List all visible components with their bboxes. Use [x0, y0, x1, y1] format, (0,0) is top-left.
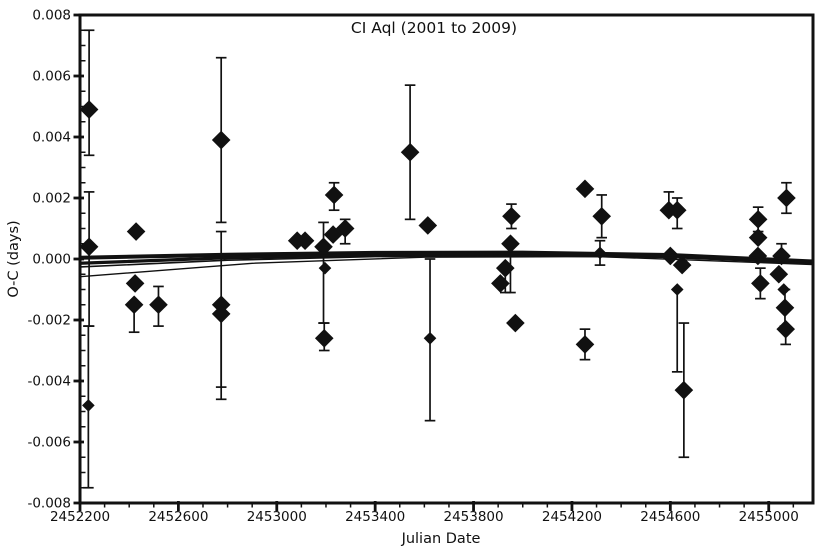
data-point-diamond — [400, 142, 420, 162]
data-point-diamond — [126, 222, 146, 241]
data-point-diamond — [748, 228, 768, 247]
data-point-diamond — [324, 185, 344, 205]
data-point-diamond — [575, 335, 595, 354]
data-point-diamond — [125, 274, 145, 293]
fit-curves-group — [79, 250, 814, 278]
y-tick-label: -0.008 — [27, 496, 71, 512]
y-axis-label: O-C (days) — [6, 220, 22, 297]
x-tick-label: 2454600 — [640, 509, 700, 525]
y-tick-label: 0.000 — [32, 252, 71, 268]
x-tick-label: 2453000 — [247, 509, 307, 525]
data-point-diamond — [748, 246, 768, 266]
fit-curve-thin-2 — [79, 255, 814, 278]
data-point-diamond — [124, 295, 144, 315]
data-point-diamond — [777, 188, 796, 208]
data-point-diamond — [418, 216, 438, 235]
chart-title: CI Aql (2001 to 2009) — [351, 19, 517, 37]
data-point-diamond — [776, 319, 796, 339]
y-tick-label: -0.004 — [27, 374, 71, 390]
y-tick-label: 0.008 — [32, 8, 71, 24]
data-point-diamond — [495, 258, 515, 278]
x-tick-label: 2453400 — [345, 509, 405, 525]
axis-ticks-group: 2452200 2452600 2453000 2453400 2453800 24542… — [27, 8, 798, 526]
x-axis-label: Julian Date — [401, 531, 481, 547]
data-point-diamond — [672, 255, 692, 275]
data-point-diamond — [670, 283, 684, 296]
data-point-diamond — [82, 399, 95, 412]
data-point-diamond — [775, 298, 795, 318]
data-point-diamond — [748, 210, 768, 229]
error-bars-group — [83, 29, 792, 489]
data-point-diamond — [491, 274, 510, 293]
y-tick-label: 0.006 — [32, 69, 71, 85]
y-tick-label: 0.004 — [32, 130, 71, 146]
x-tick-label: 2452200 — [50, 509, 110, 525]
data-point-diamond — [318, 261, 332, 275]
data-point-diamond — [79, 237, 99, 257]
data-point-diamond — [502, 206, 521, 226]
fit-curve-thick-lower — [79, 252, 814, 265]
data-point-diamond — [667, 200, 687, 220]
data-point-diamond — [777, 283, 791, 296]
data-point-diamond — [575, 179, 595, 199]
x-tick-label: 2454200 — [542, 509, 602, 525]
data-point-diamond — [211, 130, 231, 150]
fit-curve-thin-1 — [79, 254, 814, 268]
x-tick-label: 2453800 — [443, 509, 503, 525]
data-point-diamond — [592, 206, 612, 226]
x-tick-label: 2455000 — [739, 509, 799, 525]
data-point-diamond — [506, 313, 525, 333]
data-point-diamond — [674, 380, 694, 400]
x-tick-label: 2452600 — [148, 509, 208, 525]
data-point-diamond — [335, 219, 355, 238]
data-point-diamond — [323, 225, 343, 244]
data-point-diamond — [314, 328, 334, 348]
y-tick-label: -0.002 — [27, 313, 71, 329]
data-point-diamond — [211, 304, 231, 324]
data-point-diamond — [79, 100, 99, 119]
data-point-diamond — [769, 264, 789, 284]
data-point-diamond — [751, 274, 770, 293]
data-point-diamond — [501, 234, 520, 254]
data-point-diamond — [149, 295, 168, 315]
y-tick-label: 0.002 — [32, 191, 71, 207]
data-point-diamond — [423, 331, 437, 345]
y-tick-label: -0.006 — [27, 435, 71, 451]
data-point-diamond — [295, 231, 315, 251]
